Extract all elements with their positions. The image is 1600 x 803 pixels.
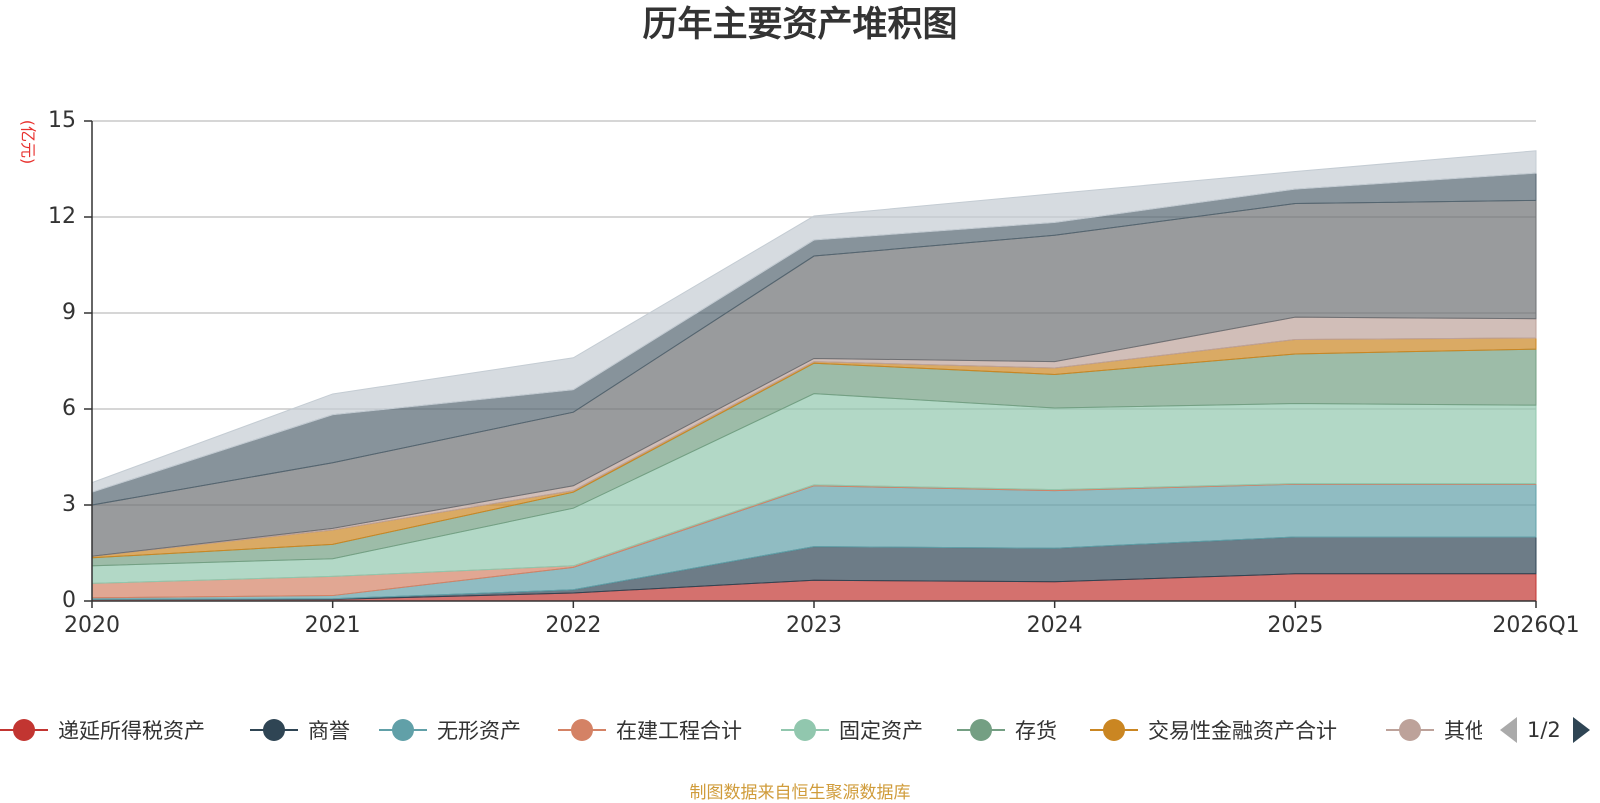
y-tick-label: 3	[62, 492, 76, 517]
legend-item[interactable]: 无形资产	[379, 713, 521, 747]
y-tick-label: 0	[62, 588, 76, 613]
legend-item[interactable]: 存货	[957, 713, 1057, 747]
legend-prev-page-icon[interactable]	[1500, 717, 1517, 743]
y-axis-unit-label: (亿元)	[19, 120, 38, 165]
legend-marker-icon	[781, 718, 829, 742]
x-tick-label: 2023	[786, 613, 842, 638]
legend-label: 其他	[1444, 719, 1482, 743]
legend-label: 在建工程合计	[616, 719, 742, 743]
x-tick-label: 2025	[1267, 613, 1323, 638]
y-tick-label: 15	[48, 108, 76, 133]
area-series-11	[91, 150, 1537, 493]
legend-next-page-icon[interactable]	[1572, 717, 1590, 743]
legend-marker-icon	[0, 718, 48, 742]
x-tick-label: 2021	[305, 613, 361, 638]
y-tick-label: 12	[48, 204, 76, 229]
legend-item[interactable]: 交易性金融资产合计	[1090, 713, 1337, 747]
legend-item[interactable]: 其他	[1386, 713, 1482, 747]
legend-marker-icon	[379, 718, 427, 742]
x-tick-label: 2024	[1027, 613, 1083, 638]
legend-item[interactable]: 商誉	[250, 713, 350, 747]
legend: 递延所得税资产 商誉 无形资产 在建工程合计 固定资产 存货 交易性金融资产合计 其他 1/2	[0, 713, 1600, 747]
legend-marker-icon	[1090, 718, 1138, 742]
legend-items: 递延所得税资产 商誉 无形资产 在建工程合计 固定资产 存货 交易性金融资产合计 其他	[0, 713, 1482, 747]
legend-marker-icon	[957, 718, 1005, 742]
legend-label: 交易性金融资产合计	[1148, 719, 1337, 743]
legend-page-indicator: 1/2	[1527, 718, 1561, 742]
y-tick-label: 9	[62, 300, 76, 325]
legend-label: 无形资产	[437, 719, 521, 743]
legend-marker-icon	[558, 718, 606, 742]
legend-item[interactable]: 在建工程合计	[558, 713, 742, 747]
legend-item[interactable]: 固定资产	[781, 713, 923, 747]
legend-label: 存货	[1015, 719, 1057, 743]
legend-marker-icon	[1386, 718, 1434, 742]
y-tick-label: 6	[62, 396, 76, 421]
legend-marker-icon	[250, 718, 298, 742]
legend-label: 递延所得税资产	[58, 719, 205, 743]
axes: 0 3 6 9 12 15 2020 2021 2022 2023 2024 2025 2026Q1	[48, 108, 1580, 638]
stacked-areas	[91, 150, 1537, 602]
legend-label: 固定资产	[839, 719, 923, 743]
x-tick-label: 2022	[545, 613, 601, 638]
chart-title: 历年主要资产堆积图	[642, 5, 958, 45]
x-tick-label: 2026Q1	[1492, 613, 1579, 638]
legend-pager: 1/2	[1500, 713, 1590, 747]
legend-label: 商誉	[308, 719, 350, 743]
x-tick-label: 2020	[64, 613, 120, 638]
source-note: 制图数据来自恒生聚源数据库	[689, 783, 911, 803]
legend-item[interactable]: 递延所得税资产	[0, 713, 205, 747]
